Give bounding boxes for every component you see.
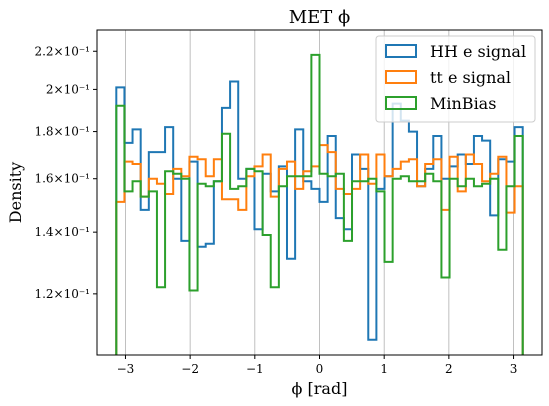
y-tick-label: 1.2×10⁻¹ [34,287,90,301]
x-tick-label: −1 [246,362,264,376]
legend-swatch [385,70,417,84]
y-tick-label: 2×10⁻¹ [46,82,90,96]
x-tick-label: 2 [445,362,453,376]
x-tick-label: 3 [510,362,518,376]
legend-label: MinBias [430,94,496,113]
legend-label: HH e signal [430,42,526,61]
x-tick-label: −3 [117,362,135,376]
x-axis-title: ϕ [rad] [292,379,348,398]
histogram-series [115,53,524,355]
series-2-step-line [115,53,524,355]
x-tick-label: 0 [316,362,324,376]
legend: HH e signal tt e signal MinBias [375,35,536,123]
x-tick-label: −2 [181,362,199,376]
x-tick-label: 1 [380,362,388,376]
y-tick-label: 2.2×10⁻¹ [34,44,90,58]
y-axis-ticks: 1.2×10⁻¹ 1.4×10⁻¹ 1.6×10⁻¹ 1.8×10⁻¹ 2×10⁻¹ 2.… [34,44,97,301]
y-tick-label: 1.8×10⁻¹ [34,125,90,139]
chart-title: MET ϕ [289,7,351,28]
legend-swatch [385,96,417,110]
legend-label: tt e signal [430,68,511,87]
x-axis-ticks: −3 −2 −1 0 1 2 3 [117,355,518,376]
y-axis-title: Density [6,162,25,223]
y-tick-label: 1.6×10⁻¹ [34,172,90,186]
legend-swatch [385,44,417,58]
y-tick-label: 1.4×10⁻¹ [34,225,90,239]
